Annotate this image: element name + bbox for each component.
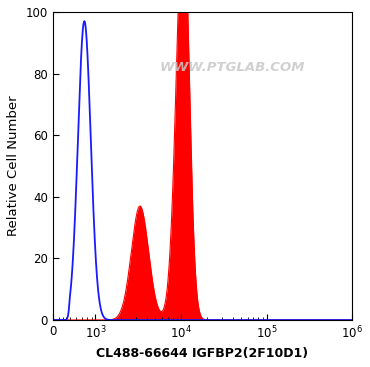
Text: WWW.PTGLAB.COM: WWW.PTGLAB.COM xyxy=(159,61,305,74)
X-axis label: CL488-66644 IGFBP2(2F10D1): CL488-66644 IGFBP2(2F10D1) xyxy=(96,347,309,360)
Y-axis label: Relative Cell Number: Relative Cell Number xyxy=(7,96,20,236)
